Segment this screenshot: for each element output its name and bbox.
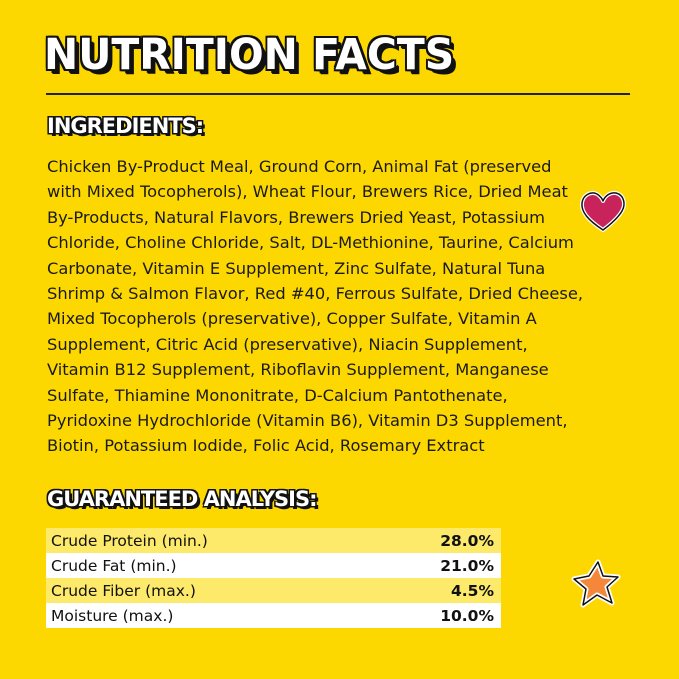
ingredients-line: Supplement, Citric Acid (preservative), … xyxy=(47,334,528,354)
ingredients-list: Chicken By-Product Meal, Ground Corn, An… xyxy=(47,154,583,459)
table-row: Moisture (max.) 10.0% xyxy=(46,603,501,628)
row-value: 10.0% xyxy=(440,606,494,625)
ingredients-line: Biotin, Potassium Iodide, Folic Acid, Ro… xyxy=(47,436,485,456)
analysis-table: Crude Protein (min.) 28.0% Crude Fat (min… xyxy=(46,528,501,628)
ingredients-line: Carbonate, Vitamin E Supplement, Zinc Su… xyxy=(47,258,546,278)
ingredients-line: By-Products, Natural Flavors, Brewers Dr… xyxy=(47,207,545,227)
row-value: 21.0% xyxy=(440,556,494,575)
star-icon xyxy=(571,559,621,608)
ingredients-line: Chicken By-Product Meal, Ground Corn, An… xyxy=(47,157,552,176)
ingredients-line: Chloride, Choline Chloride, Salt, DL-Met… xyxy=(47,233,574,253)
analysis-heading: GUARANTEED ANALYSIS: xyxy=(47,487,318,511)
row-label: Crude Fat (min.) xyxy=(51,556,177,575)
table-row: Crude Fiber (max.) 4.5% xyxy=(46,578,501,603)
row-label: Crude Fiber (max.) xyxy=(51,581,196,600)
ingredients-line: Mixed Tocopherols (preservative), Copper… xyxy=(47,309,537,329)
row-value: 4.5% xyxy=(451,581,494,600)
ingredients-line: with Mixed Tocopherols), Wheat Flour, Br… xyxy=(47,182,568,202)
heart-icon xyxy=(579,190,626,232)
page-title: NUTRITION FACTS xyxy=(44,30,455,80)
ingredients-line: Sulfate, Thiamine Mononitrate, D-Calcium… xyxy=(47,385,508,405)
ingredients-heading: INGREDIENTS: xyxy=(47,114,204,138)
table-row: Crude Fat (min.) 21.0% xyxy=(46,553,501,578)
table-row: Crude Protein (min.) 28.0% xyxy=(46,528,501,553)
ingredients-line: Shrimp & Salmon Flavor, Red #40, Ferrous… xyxy=(47,284,584,304)
ingredients-line: Vitamin B12 Supplement, Riboflavin Suppl… xyxy=(47,360,549,380)
ingredients-line: Pyridoxine Hydrochloride (Vitamin B6), V… xyxy=(47,411,568,431)
row-value: 28.0% xyxy=(440,531,494,550)
divider xyxy=(46,93,630,95)
row-label: Crude Protein (min.) xyxy=(51,531,208,550)
row-label: Moisture (max.) xyxy=(51,606,174,625)
